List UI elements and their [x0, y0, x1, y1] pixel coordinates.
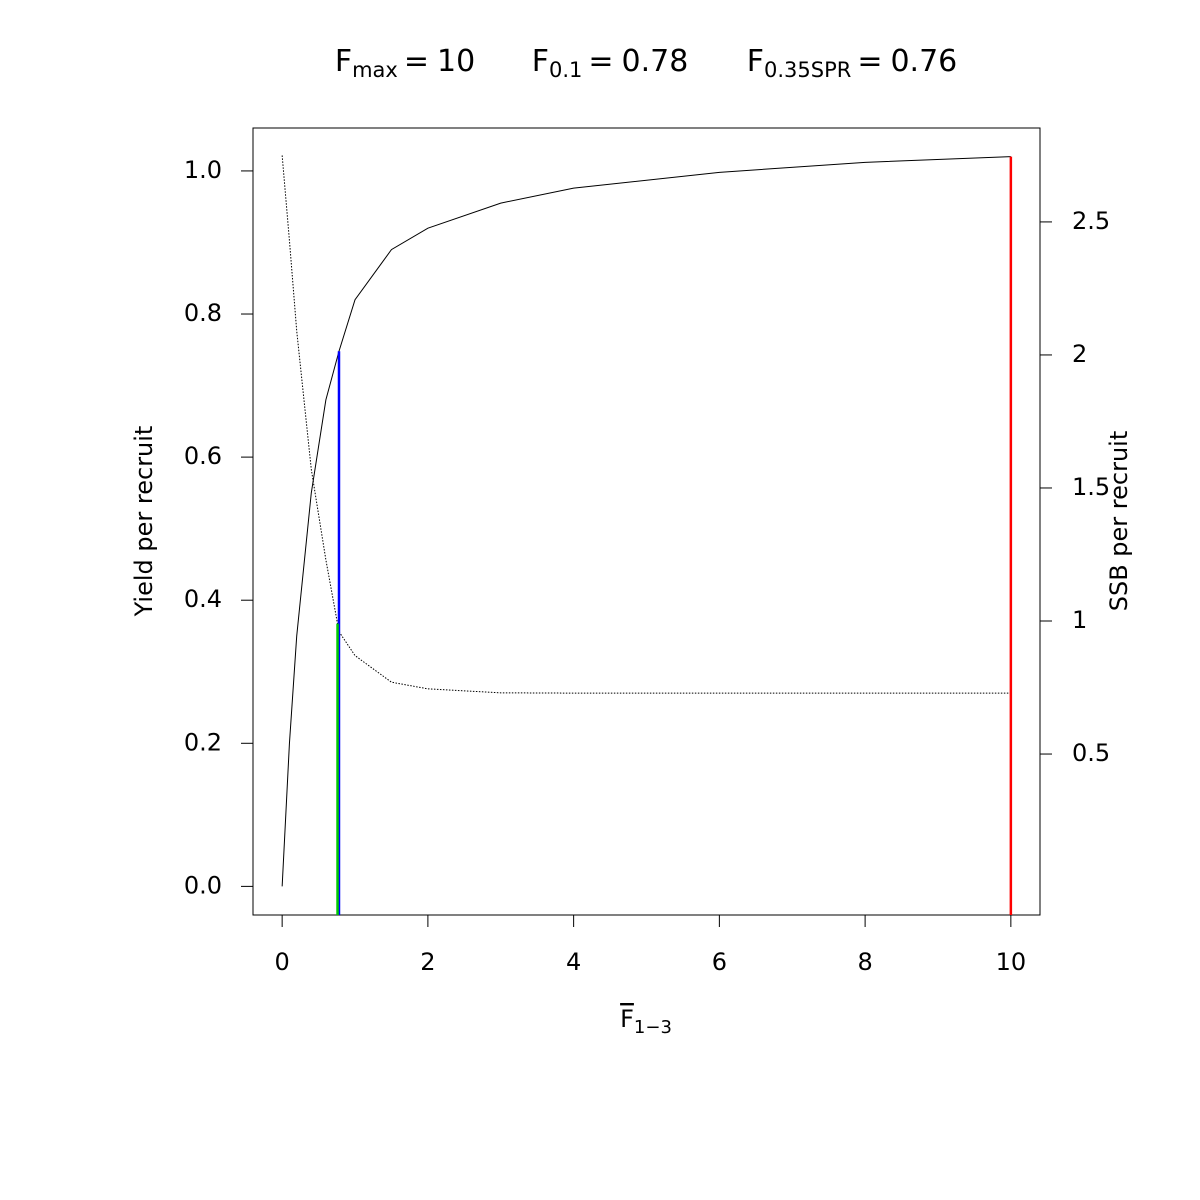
- title-symbol: F: [532, 44, 549, 79]
- y-tick-label: 0.8: [184, 299, 222, 327]
- y2-tick-label: 2.5: [1072, 207, 1110, 235]
- x-label-symbol: F: [620, 1005, 634, 1033]
- x-tick-label: 8: [857, 948, 872, 976]
- y-tick-label: 0.4: [184, 585, 222, 613]
- x-tick-label: 0: [275, 948, 290, 976]
- title-value: 0.76: [890, 44, 957, 79]
- x-tick-label: 6: [712, 948, 727, 976]
- y-tick-label: 0.2: [184, 728, 222, 756]
- y2-axis-label: SSB per recruit: [1105, 431, 1133, 612]
- title-sign: =: [857, 44, 882, 79]
- x-label-subscript: 1−3: [634, 1017, 672, 1038]
- x-tick-label: 2: [420, 948, 435, 976]
- title-item: Fmax = 10: [335, 44, 475, 83]
- x-axis-label: F1−3: [620, 1005, 672, 1038]
- title-sign: =: [588, 44, 613, 79]
- y2-tick-label: 0.5: [1072, 739, 1110, 767]
- title-subscript: 0.35SPR: [764, 58, 851, 82]
- y-tick-label: 1.0: [184, 156, 222, 184]
- y2-tick-label: 1.5: [1072, 473, 1110, 501]
- title-subscript: max: [352, 58, 398, 82]
- title-subscript: 0.1: [549, 58, 582, 82]
- y2-tick-label: 1: [1072, 606, 1087, 634]
- title-value: 10: [437, 44, 475, 79]
- x-tick-label: 4: [566, 948, 581, 976]
- y-axis-label: Yield per recruit: [130, 426, 158, 618]
- y-tick-label: 0.0: [184, 871, 222, 899]
- title-symbol: F: [747, 44, 764, 79]
- title-value: 0.78: [622, 44, 689, 79]
- title-item: F0.1 = 0.78: [532, 44, 689, 83]
- title-item: F0.35SPR = 0.76: [747, 44, 958, 83]
- title-sign: =: [404, 44, 429, 79]
- y-tick-label: 0.6: [184, 442, 222, 470]
- title-symbol: F: [335, 44, 352, 79]
- x-tick-label: 10: [996, 948, 1027, 976]
- plot-frame: [252, 127, 1041, 916]
- y2-tick-label: 2: [1072, 340, 1087, 368]
- curve: [281, 155, 1011, 694]
- curve: [281, 156, 1011, 887]
